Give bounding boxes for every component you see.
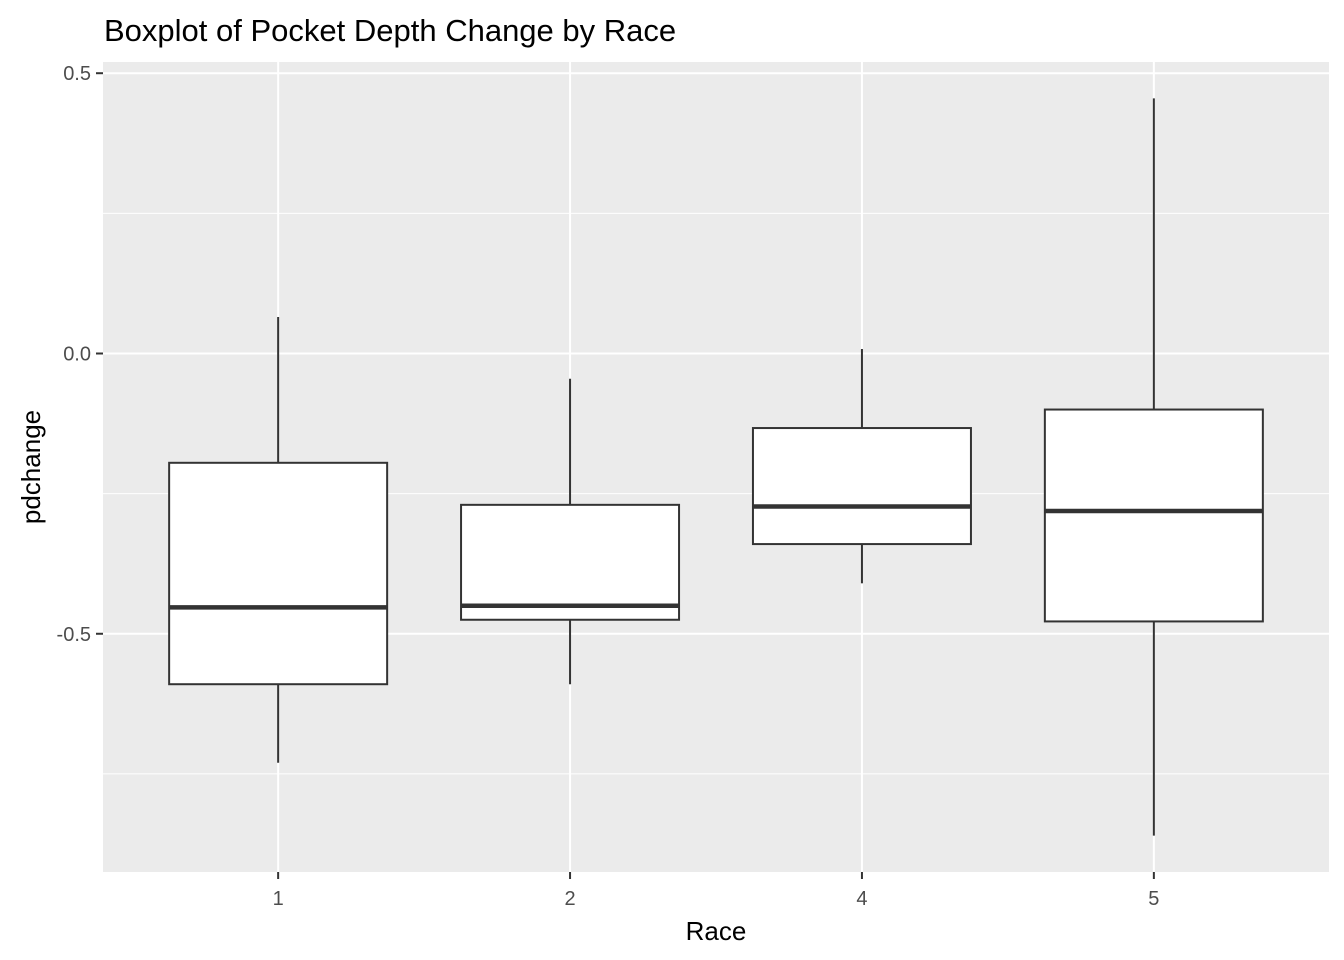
axes-layer: 0.5 0.0 -0.5 1 2 4 5 — [57, 63, 1160, 910]
chart-title: Boxplot of Pocket Depth Change by Race — [104, 13, 676, 48]
y-tick-label: -0.5 — [57, 624, 91, 646]
box-group-race-5 — [1043, 98, 1264, 836]
box-group-race-4 — [751, 349, 972, 584]
box-group-race-1 — [168, 317, 389, 763]
y-axis-title: pdchange — [16, 410, 46, 524]
x-tick-label: 4 — [856, 888, 867, 910]
x-axis-title: Race — [686, 916, 747, 946]
y-tick-label: 0.5 — [63, 63, 91, 85]
x-tick-label: 2 — [564, 888, 575, 910]
x-tick-label: 1 — [273, 888, 284, 910]
iqr-box — [751, 427, 972, 546]
boxes-layer — [168, 98, 1264, 836]
x-tick-label: 5 — [1148, 888, 1159, 910]
iqr-box — [168, 461, 389, 686]
box-group-race-2 — [460, 378, 681, 685]
iqr-box — [1043, 408, 1264, 623]
iqr-box — [460, 503, 681, 621]
y-tick-label: 0.0 — [63, 343, 91, 365]
